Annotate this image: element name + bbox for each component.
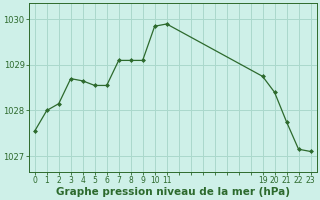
X-axis label: Graphe pression niveau de la mer (hPa): Graphe pression niveau de la mer (hPa) [56,187,290,197]
